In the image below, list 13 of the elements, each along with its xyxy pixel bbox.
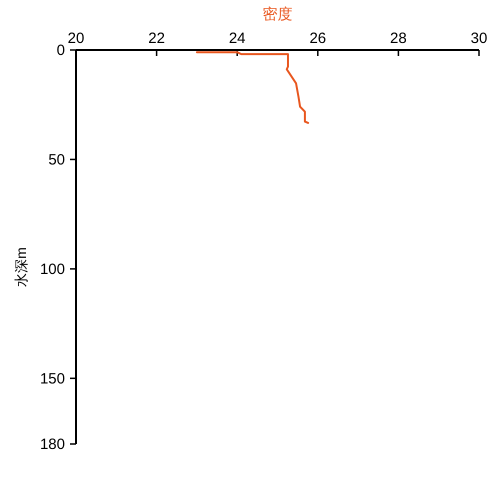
y-tick-label: 0: [56, 42, 65, 59]
x-axis-title: 密度: [262, 6, 292, 23]
x-tick-label: 28: [390, 30, 407, 47]
y-tick-label: 150: [40, 370, 65, 388]
y-tick-label: 50: [48, 151, 65, 168]
x-tick-label: 20: [68, 30, 84, 47]
x-tick-label: 26: [309, 30, 326, 47]
y-tick-label: 100: [40, 260, 65, 278]
y-axis-title: 水深m: [13, 247, 29, 287]
x-tick-label: 24: [228, 30, 246, 47]
y-tick-label: 180: [40, 436, 65, 453]
x-tick-label: 30: [470, 30, 488, 47]
x-tick-label: 22: [148, 30, 165, 47]
